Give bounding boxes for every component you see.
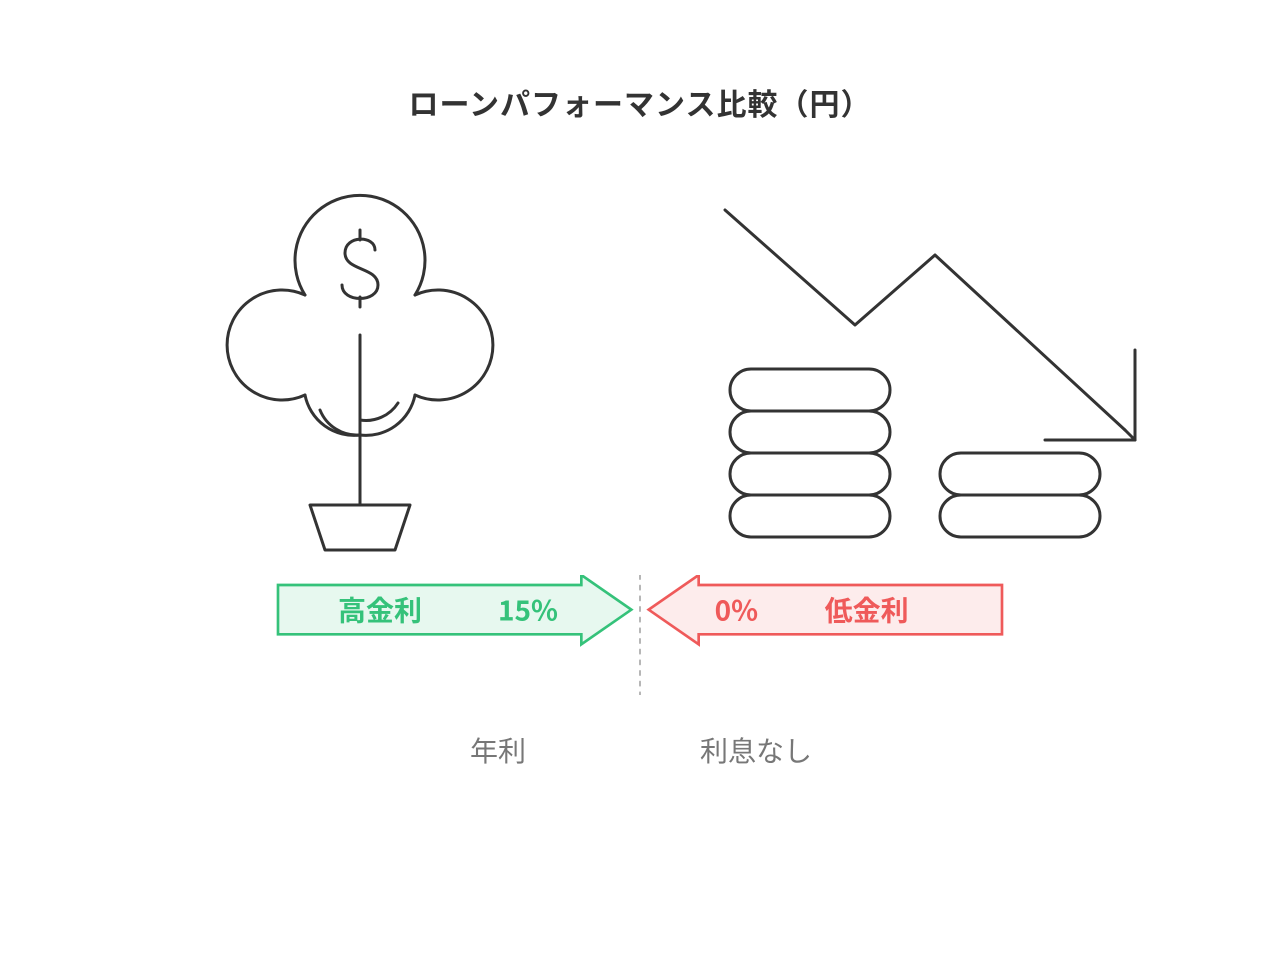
- high-interest-arrow: 高金利 15%: [278, 575, 631, 644]
- low-interest-value: 0%: [715, 589, 759, 629]
- low-interest-label: 低金利: [825, 589, 909, 629]
- low-interest-arrow: 0% 低金利: [649, 575, 1002, 644]
- infographic-canvas: ローンパフォーマンス比較（円）: [0, 0, 1280, 961]
- right-sub-label: 利息なし: [700, 730, 812, 770]
- high-interest-label: 高金利: [338, 589, 422, 629]
- chart-title: ローンパフォーマンス比較（円）: [0, 80, 1280, 124]
- high-interest-value: 15%: [498, 589, 558, 629]
- money-tree-icon: [190, 185, 530, 555]
- comparison-arrows: 高金利 15% 0% 低金利: [97, 575, 1183, 695]
- coins-decline-icon: [680, 175, 1160, 555]
- left-sub-label: 年利: [470, 730, 526, 770]
